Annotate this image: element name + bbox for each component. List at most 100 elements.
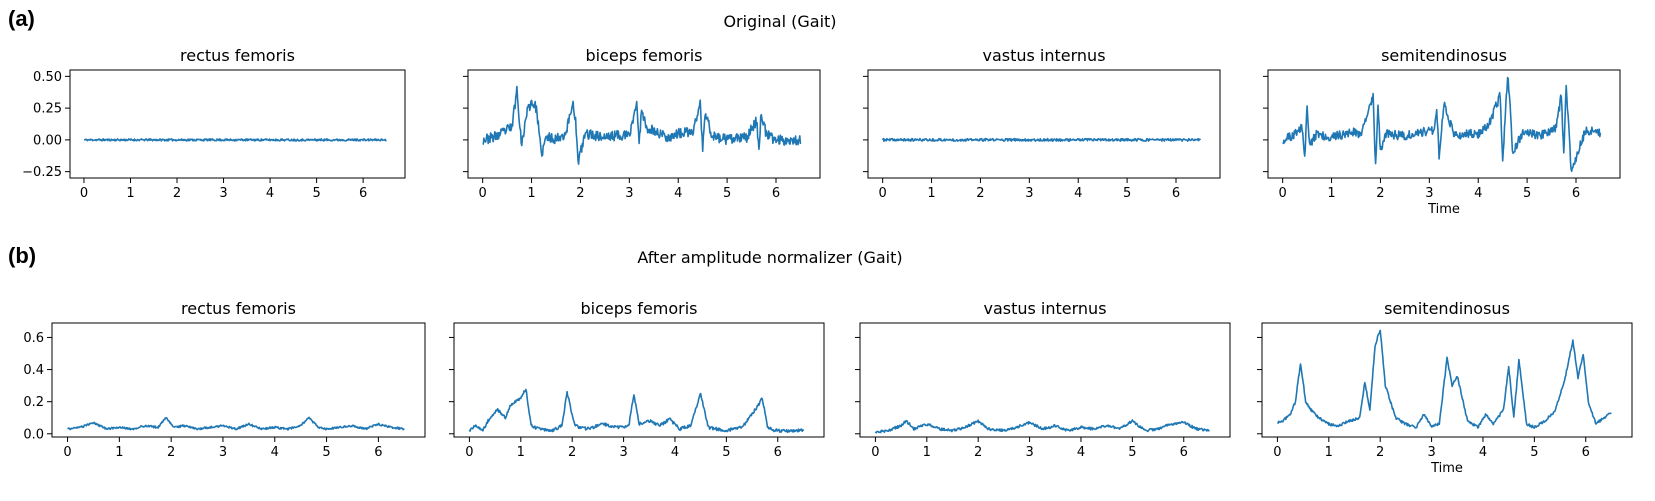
y-tick-label: 0.4 (23, 363, 44, 378)
series-line (874, 419, 1210, 434)
x-tick-label: 1 (126, 186, 134, 201)
x-tick-label: 4 (1077, 445, 1085, 460)
subplot-title: semitendinosus (1384, 299, 1510, 318)
series-line (482, 85, 802, 165)
x-tick-label: 1 (1327, 186, 1335, 201)
x-tick-label: 6 (374, 445, 382, 460)
series-line (468, 388, 805, 434)
subplot-title: rectus femoris (181, 299, 296, 318)
y-tick-label: 0.2 (23, 395, 44, 410)
panel-label-b: (b) (8, 243, 37, 268)
x-tick-label: 3 (1025, 445, 1033, 460)
series-line (1282, 76, 1602, 172)
x-axis-label: Time (1430, 461, 1463, 476)
subplot-title: rectus femoris (180, 46, 295, 65)
subplot-title: biceps femoris (585, 46, 702, 65)
x-tick-label: 2 (1376, 445, 1384, 460)
x-tick-label: 3 (219, 445, 227, 460)
subplot-title: vastus internus (982, 46, 1105, 65)
subplot-title: biceps femoris (580, 299, 697, 318)
x-tick-label: 1 (927, 186, 935, 201)
x-tick-label: 5 (1128, 445, 1136, 460)
x-tick-label: 3 (619, 445, 627, 460)
plot-frame (51, 322, 426, 438)
x-tick-label: 2 (1376, 186, 1384, 201)
plot-frame (467, 69, 821, 179)
series-line (83, 138, 387, 142)
x-tick-label: 6 (1572, 186, 1580, 201)
x-tick-label: 4 (271, 445, 279, 460)
x-tick-label: 5 (722, 445, 730, 460)
subplot-a-1: rectus femoris 0 1 2 3 4 5 6 −0.25 0.00 0.25 0.50 (22, 46, 406, 201)
x-tick-label: 3 (1425, 186, 1433, 201)
x-tick-label: 0 (879, 186, 887, 201)
x-tick-label: 3 (1427, 445, 1435, 460)
series-line (1276, 329, 1612, 429)
y-tick-label: 0.0 (23, 427, 44, 442)
x-tick-label: 4 (266, 186, 274, 201)
x-tick-label: 3 (1025, 186, 1033, 201)
x-tick-label: 2 (976, 186, 984, 201)
x-tick-label: 0 (1273, 445, 1281, 460)
x-tick-label: 4 (1479, 445, 1487, 460)
series-line (881, 137, 1202, 142)
plot-frame (453, 322, 825, 438)
subplot-b-1: rectus femoris 0 1 2 3 4 5 6 0.0 0.2 0.4 0.6 (23, 299, 426, 460)
series-line (67, 416, 405, 431)
row-b-suptitle: After amplitude normalizer (Gait) (637, 248, 903, 267)
x-tick-label: 5 (322, 445, 330, 460)
subplot-a-2: biceps femoris 0 1 2 3 4 5 6 (463, 46, 821, 201)
x-tick-label: 3 (219, 186, 227, 201)
x-tick-label: 5 (1523, 186, 1531, 201)
plot-frame (859, 322, 1231, 438)
x-tick-label: 2 (173, 186, 181, 201)
y-tick-label: 0.00 (33, 133, 62, 148)
y-tick-label: −0.25 (22, 165, 62, 180)
y-tick-label: 0.50 (33, 70, 62, 85)
x-tick-label: 1 (527, 186, 535, 201)
plot-frame (867, 69, 1221, 179)
y-tick-label: 0.6 (23, 331, 44, 346)
x-tick-label: 6 (1180, 445, 1188, 460)
subplot-title: vastus internus (983, 299, 1106, 318)
x-tick-label: 2 (167, 445, 175, 460)
x-tick-label: 5 (1530, 445, 1538, 460)
x-tick-label: 5 (312, 186, 320, 201)
y-tick-label: 0.25 (33, 102, 62, 117)
subplot-b-2: biceps femoris 0 1 2 3 4 5 6 (449, 299, 825, 460)
x-tick-label: 0 (63, 445, 71, 460)
x-tick-label: 6 (772, 186, 780, 201)
x-tick-label: 6 (359, 186, 367, 201)
x-tick-label: 0 (465, 445, 473, 460)
x-tick-label: 0 (80, 186, 88, 201)
plot-frame (1267, 69, 1621, 179)
x-axis-label: Time (1427, 202, 1460, 217)
subplot-title: semitendinosus (1381, 46, 1507, 65)
x-tick-label: 1 (115, 445, 123, 460)
subplot-b-3: vastus internus 0 1 2 3 4 5 6 (855, 299, 1231, 460)
x-tick-label: 2 (568, 445, 576, 460)
x-tick-label: 4 (671, 445, 679, 460)
x-tick-label: 5 (723, 186, 731, 201)
row-a-suptitle: Original (Gait) (723, 12, 837, 31)
x-tick-label: 3 (625, 186, 633, 201)
x-tick-label: 6 (774, 445, 782, 460)
x-tick-label: 4 (674, 186, 682, 201)
x-tick-label: 1 (923, 445, 931, 460)
subplot-a-4: semitendinosus 0 1 2 3 4 5 6 Time (1263, 46, 1621, 217)
x-tick-label: 0 (871, 445, 879, 460)
subplot-b-4: semitendinosus 0 1 2 3 4 5 6 Time (1257, 299, 1633, 476)
x-tick-label: 1 (517, 445, 525, 460)
x-tick-label: 6 (1582, 445, 1590, 460)
subplot-a-3: vastus internus 0 1 2 3 4 5 6 (863, 46, 1221, 201)
x-tick-label: 2 (974, 445, 982, 460)
x-tick-label: 4 (1474, 186, 1482, 201)
x-tick-label: 2 (576, 186, 584, 201)
x-tick-label: 5 (1123, 186, 1131, 201)
x-tick-label: 0 (1279, 186, 1287, 201)
plot-frame (1261, 322, 1633, 438)
plot-frame (69, 69, 406, 179)
panel-label-a: (a) (8, 6, 35, 31)
x-tick-label: 0 (479, 186, 487, 201)
